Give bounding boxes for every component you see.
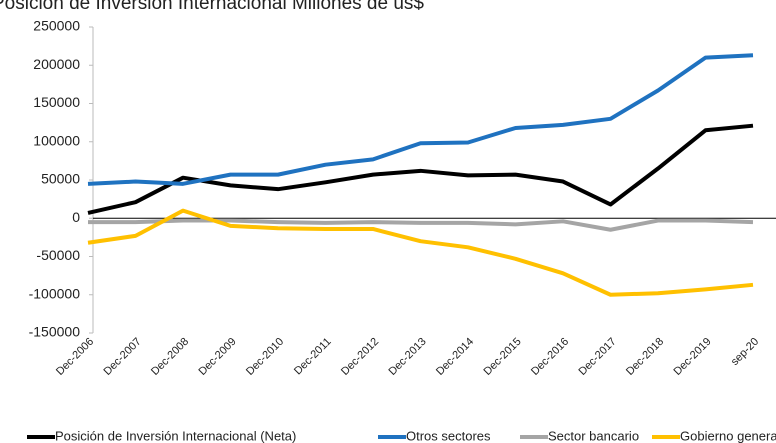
x-tick-label: Dec-2015	[481, 336, 523, 378]
x-tick-label: Dec-2009	[196, 336, 238, 378]
x-tick-label: Dec-2007	[101, 336, 143, 378]
y-tick-label: -100000	[29, 285, 81, 301]
x-tick-label: Dec-2018	[624, 336, 666, 378]
legend-label: Posición de Inversión Internacional (Net…	[55, 428, 296, 443]
x-tick-label: Dec-2014	[434, 336, 476, 378]
x-tick-label: Dec-2013	[386, 336, 428, 378]
x-tick-label: Dec-2010	[244, 336, 286, 378]
chart-title: Posición de Inversión Internacional Mill…	[0, 0, 424, 14]
x-tick-label: Dec-2011	[292, 336, 334, 378]
x-tick-label: sep-20	[729, 336, 761, 368]
legend-label: Gobierno general	[680, 428, 776, 443]
series-line	[88, 218, 754, 232]
y-tick-label: 50000	[41, 171, 80, 187]
y-tick-label: 150000	[33, 94, 80, 110]
y-tick-label: -150000	[29, 324, 81, 340]
x-tick-label: Dec-2019	[671, 336, 713, 378]
x-tick-label: Dec-2008	[149, 336, 191, 378]
y-tick-label: -50000	[36, 247, 80, 263]
y-tick-label: 0	[72, 209, 80, 225]
series-line	[87, 123, 754, 215]
x-tick-label: Dec-2016	[529, 336, 571, 378]
legend-label: Sector bancario	[548, 428, 639, 443]
series-line	[87, 53, 754, 186]
y-tick-label: 100000	[33, 132, 80, 148]
legend-label: Otros sectores	[406, 428, 491, 443]
x-tick-label: Dec-2012	[339, 336, 381, 378]
x-tick-label: Dec-2017	[576, 336, 618, 378]
y-tick-label: 250000	[33, 18, 80, 34]
x-tick-label: Dec-2006	[54, 336, 96, 378]
y-tick-label: 200000	[33, 56, 80, 72]
series-line	[87, 208, 754, 297]
